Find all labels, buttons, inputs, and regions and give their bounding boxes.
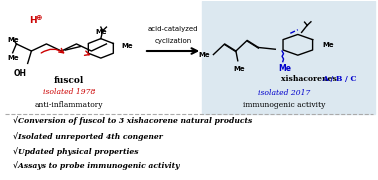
Text: isolated 2017: isolated 2017 [259,89,311,97]
Text: √Updated physical properties: √Updated physical properties [12,147,138,156]
Text: Me: Me [322,42,334,48]
Text: xishacorenes: xishacorenes [281,75,339,83]
Text: fuscol: fuscol [54,76,84,85]
Text: immunogenic activity: immunogenic activity [243,101,326,109]
Text: Me: Me [278,64,291,73]
Text: Me: Me [7,37,19,43]
Text: H: H [29,16,37,25]
Text: √Conversion of fuscol to 3 xishacorene natural products: √Conversion of fuscol to 3 xishacorene n… [12,117,252,125]
Text: A / B / C: A / B / C [322,75,357,83]
Text: acid-catalyzed: acid-catalyzed [148,26,198,32]
Text: anti-inflammatory: anti-inflammatory [35,101,103,109]
FancyArrowPatch shape [84,51,90,55]
Text: √Assays to probe immunogenic activity: √Assays to probe immunogenic activity [12,161,179,170]
Bar [202,1,375,114]
FancyArrowPatch shape [41,48,64,53]
Text: Me: Me [121,43,133,49]
Text: Me: Me [95,29,107,35]
Text: Me: Me [7,55,19,61]
Text: cyclization: cyclization [154,38,192,44]
Text: √Isolated unreported 4th congener: √Isolated unreported 4th congener [12,133,163,141]
Text: Me: Me [198,52,210,58]
Text: Me: Me [234,66,245,72]
Text: ⊕: ⊕ [36,13,42,22]
Text: isolated 1978: isolated 1978 [43,88,95,96]
Text: OH: OH [14,69,27,78]
